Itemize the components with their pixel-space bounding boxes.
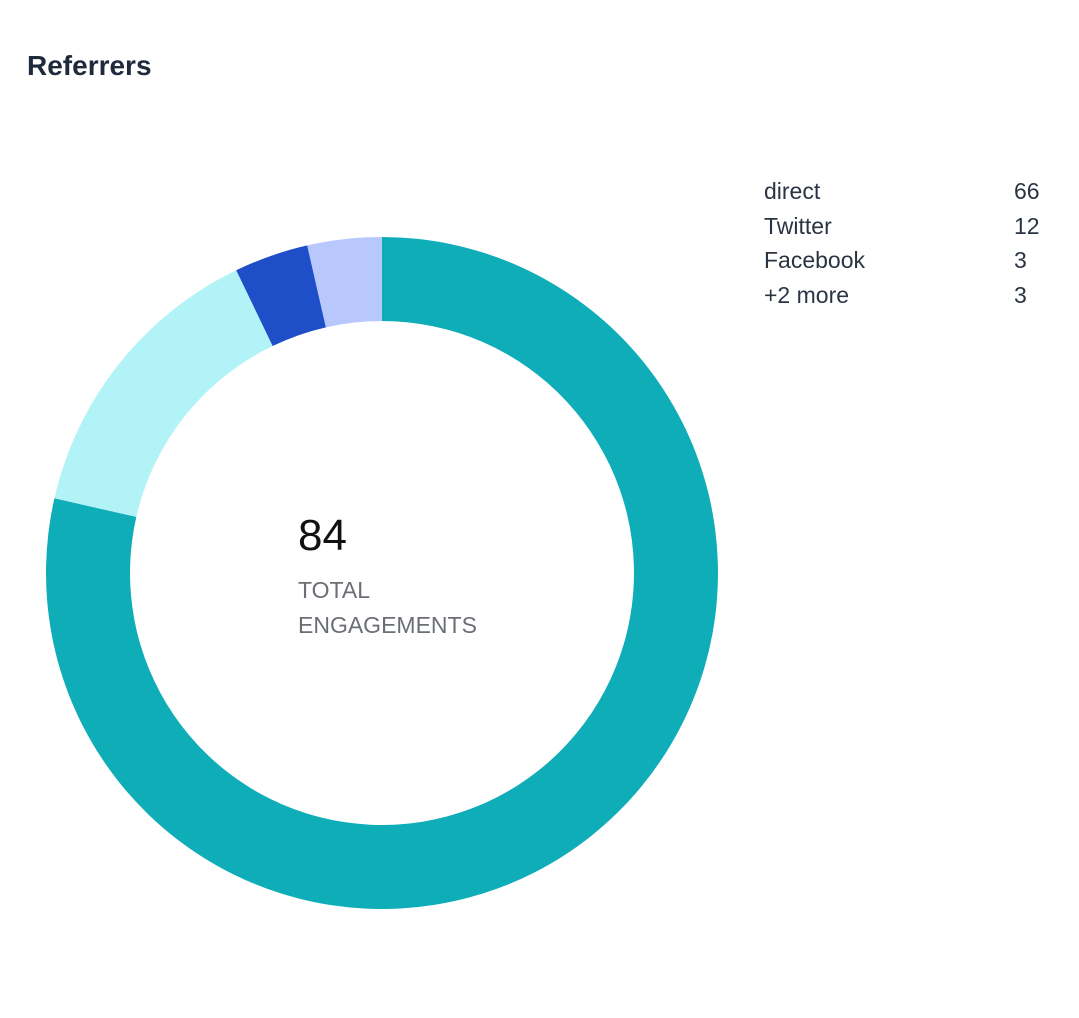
legend-label: Facebook <box>764 247 866 273</box>
total-engagements-value: 84 <box>298 511 347 560</box>
legend-value: 3 <box>1014 247 1027 273</box>
slice-facebook[interactable] <box>236 245 326 346</box>
legend-label: +2 more <box>764 281 850 308</box>
legend-value: 3 <box>1014 281 1027 308</box>
legend-item-twitter[interactable]: Twitter 12 <box>764 209 1064 244</box>
legend-item-more[interactable]: +2 more 3 <box>764 278 1064 313</box>
legend-value: 12 <box>1014 212 1040 239</box>
slice-twitter[interactable] <box>54 270 273 517</box>
legend-label: Twitter <box>764 212 832 239</box>
legend-value: 66 <box>1014 178 1040 204</box>
legend-item-facebook[interactable]: Facebook 3 <box>764 243 1064 278</box>
legend: direct 66 Twitter 12 Facebook 3 +2 more … <box>764 174 1064 312</box>
slice-more[interactable] <box>307 237 382 328</box>
total-engagements-label: TOTAL ENGAGEMENTS <box>298 577 477 638</box>
legend-item-direct[interactable]: direct 66 <box>764 174 1064 209</box>
section-title: Referrers <box>27 50 152 81</box>
legend-label: direct <box>764 178 821 204</box>
